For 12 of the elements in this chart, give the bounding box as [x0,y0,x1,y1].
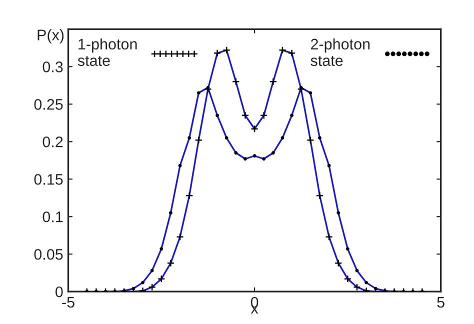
y-tick-label: 0 [55,286,63,298]
y-tick-label: 0.05 [34,248,63,260]
x-tick-label: 5 [437,297,444,308]
legend-label: 1-photon state [78,38,137,66]
y-tick-label: 0.3 [42,62,63,72]
y-tick-label: 0.15 [34,174,63,185]
y-tick-label: 0.2 [42,136,63,148]
y-tick-label: 0.1 [42,211,63,222]
x-tick-label: -5 [62,297,74,308]
legend-label: 2-photon state [310,38,370,66]
y-tick-label: 0.25 [34,99,63,110]
y-axis-title: P(x) [38,29,64,44]
